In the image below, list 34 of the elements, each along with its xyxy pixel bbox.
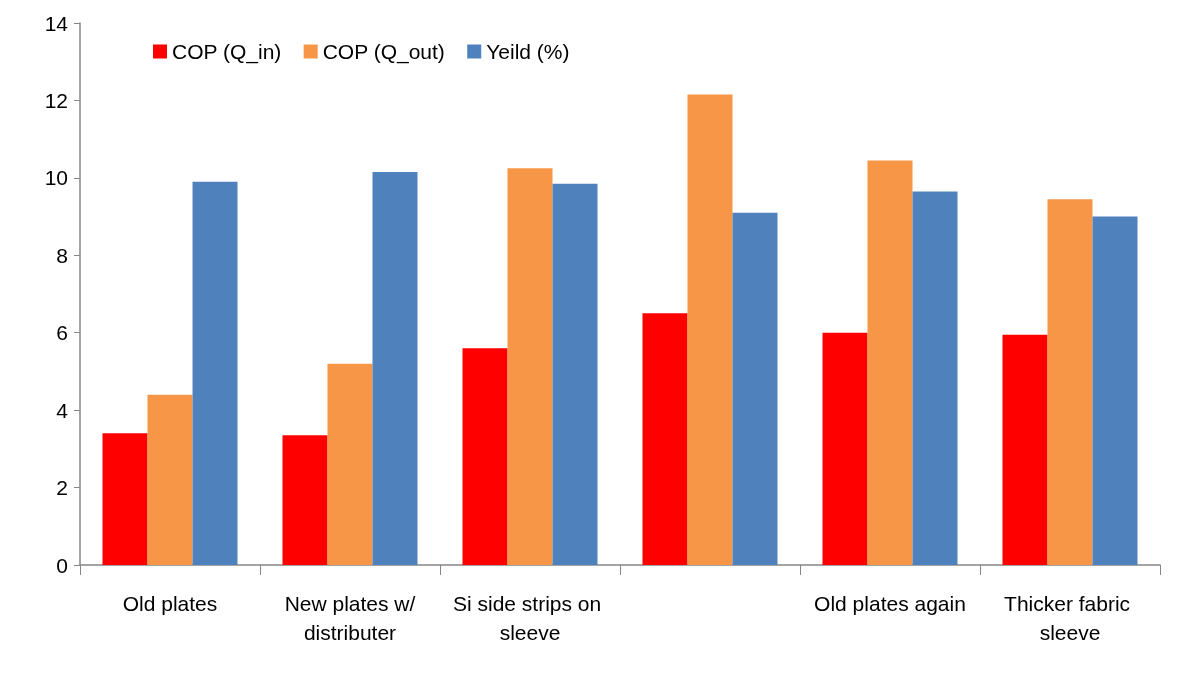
y-tick-label: 6	[56, 321, 68, 345]
bar	[732, 212, 778, 565]
y-tick-label: 2	[56, 476, 68, 500]
bar	[687, 94, 733, 565]
x-tick-label: Old plates	[122, 592, 218, 615]
legend-label: COP (Q_in)	[172, 40, 282, 64]
legend-label: Yeild (%)	[486, 40, 570, 63]
bar	[192, 181, 238, 565]
bar	[282, 435, 328, 565]
bar	[372, 172, 418, 565]
bar	[147, 394, 193, 565]
bar	[507, 168, 553, 565]
y-tick-label: 12	[44, 88, 68, 112]
bar	[867, 160, 913, 565]
bar	[822, 332, 868, 565]
bar	[327, 363, 373, 565]
y-tick-label: 10	[44, 166, 68, 190]
y-tick-label: 4	[56, 398, 69, 422]
x-tick-label: Si side strips on sleeve	[452, 592, 608, 644]
bar	[102, 433, 148, 565]
bar	[552, 183, 598, 565]
x-tick-label: Old plates again	[814, 592, 966, 615]
y-tick-label: 14	[44, 11, 69, 35]
bar	[1092, 216, 1138, 565]
y-tick-label: 8	[56, 243, 68, 267]
bar	[1047, 199, 1093, 565]
bar	[912, 191, 958, 565]
bar	[462, 348, 508, 565]
x-tick-label: New plates w/distributer	[284, 592, 416, 644]
bar	[1002, 334, 1048, 565]
legend-label: COP (Q_out)	[322, 40, 445, 64]
y-tick-label: 0	[56, 553, 68, 577]
bar	[642, 313, 688, 565]
x-tick-label: Thicker fabric sleeve	[1004, 592, 1136, 644]
